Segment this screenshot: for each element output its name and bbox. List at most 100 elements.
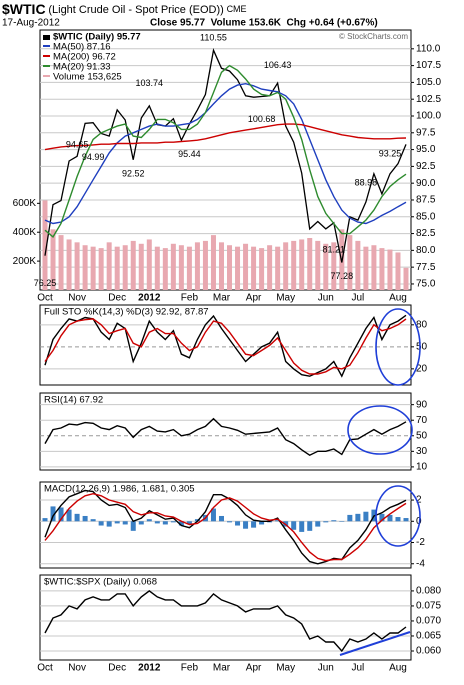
y-tick-label: 80.0 xyxy=(416,245,436,256)
y-tick-label: 0.065 xyxy=(416,631,441,642)
legend-swatch xyxy=(43,75,50,77)
price-label: 77.28 xyxy=(331,271,354,281)
bar xyxy=(243,243,249,290)
bar xyxy=(403,267,409,290)
bar xyxy=(251,521,257,528)
legend-label: MA(200) 96.72 xyxy=(53,52,116,63)
price-label: 110.55 xyxy=(200,32,227,42)
bar xyxy=(130,521,136,531)
bar xyxy=(154,521,160,524)
bar xyxy=(387,249,393,290)
legend-swatch xyxy=(43,45,50,47)
panel-title: $WTIC:$SPX (Daily) 0.068 xyxy=(44,577,157,588)
bar xyxy=(299,239,305,290)
x-tick-label: Aug xyxy=(389,293,407,304)
x-tick-label: Dec xyxy=(108,293,126,304)
x-tick-label: Mar xyxy=(213,663,231,674)
x-tick-label: Feb xyxy=(181,293,199,304)
bar xyxy=(162,248,168,290)
y-tick-label: 95.0 xyxy=(416,144,436,155)
highlight-ellipse xyxy=(375,485,421,547)
y2-tick-label: 400K xyxy=(13,227,37,238)
y-tick-label: 77.5 xyxy=(416,262,436,273)
bar xyxy=(323,521,329,523)
price-label: 88.98 xyxy=(355,177,378,187)
bar xyxy=(74,242,80,290)
x-tick-label: Feb xyxy=(181,663,199,674)
y-tick-label: 0.060 xyxy=(416,646,441,657)
series-line xyxy=(44,492,407,562)
bar xyxy=(98,521,104,526)
bar xyxy=(154,246,160,290)
price-label: 76.25 xyxy=(34,278,57,288)
x-tick-label: Mar xyxy=(213,293,231,304)
bar xyxy=(178,245,184,290)
bar xyxy=(194,242,200,290)
bar xyxy=(339,521,345,522)
bar xyxy=(50,229,56,290)
series-line xyxy=(44,64,407,238)
x-tick-label: Aug xyxy=(389,663,407,674)
price-label: 93.25 xyxy=(379,149,402,159)
x-tick-label: Oct xyxy=(37,293,53,304)
y-tick-label: 30 xyxy=(416,446,428,457)
bar xyxy=(90,519,96,522)
bar xyxy=(267,245,273,290)
x-tick-label: Jun xyxy=(318,293,334,304)
bar xyxy=(371,245,377,290)
bar xyxy=(331,242,337,290)
highlight-ellipse xyxy=(375,308,421,386)
bar xyxy=(315,240,321,290)
bar xyxy=(379,513,385,522)
bar xyxy=(283,242,289,290)
bar xyxy=(315,521,321,527)
bar xyxy=(307,521,313,531)
chart-header: $WTIC (Light Crude Oil - Spot Price (EOD… xyxy=(2,1,247,17)
y-tick-label: 90.0 xyxy=(416,178,436,189)
x-tick-label: 2012 xyxy=(138,663,161,674)
y-tick-label: 110.0 xyxy=(416,43,441,54)
x-tick-label: May xyxy=(276,293,295,304)
y-tick-label: 0.080 xyxy=(416,586,441,597)
symbol: $WTIC xyxy=(2,1,46,17)
bar xyxy=(138,243,144,290)
bar xyxy=(90,246,96,290)
panel-title: Full STO %K(14,3) %D(3) 92.92, 87.87 xyxy=(44,307,209,318)
credit: © StockCharts.com xyxy=(339,32,408,41)
y-tick-label: 87.5 xyxy=(416,195,436,206)
y-tick-label: 92.5 xyxy=(416,161,436,172)
panel-frame xyxy=(39,392,412,471)
bar xyxy=(138,521,144,525)
bar xyxy=(307,238,313,290)
bar xyxy=(347,514,353,522)
y-tick-label: 85.0 xyxy=(416,211,436,222)
y-tick-label: 90 xyxy=(416,399,428,410)
bar xyxy=(291,521,297,530)
panel-title: MACD(12,26,9) 1.986, 1.681, 0.305 xyxy=(44,484,195,495)
bar xyxy=(379,248,385,290)
bar xyxy=(235,246,241,290)
bar xyxy=(122,245,128,290)
series-line xyxy=(44,417,407,457)
bar xyxy=(50,506,56,522)
bar xyxy=(202,240,208,290)
bar xyxy=(130,240,136,290)
legend-swatch xyxy=(43,35,50,40)
series-line xyxy=(44,590,407,653)
bar xyxy=(363,246,369,290)
panel-frame xyxy=(39,29,412,291)
y-tick-label: -2 xyxy=(416,537,425,548)
bar xyxy=(227,521,233,523)
bar xyxy=(323,243,329,290)
x-tick-label: Apr xyxy=(246,293,262,304)
x-tick-label: Nov xyxy=(68,663,86,674)
bar xyxy=(403,518,409,522)
x-tick-label: May xyxy=(276,663,295,674)
quote: Close 95.77 Volume 153.6K Chg +0.64 (+0.… xyxy=(150,18,378,29)
bar xyxy=(251,246,257,290)
trend-line xyxy=(339,631,411,656)
bar xyxy=(58,507,64,522)
y-tick-label: 0.070 xyxy=(416,616,441,627)
